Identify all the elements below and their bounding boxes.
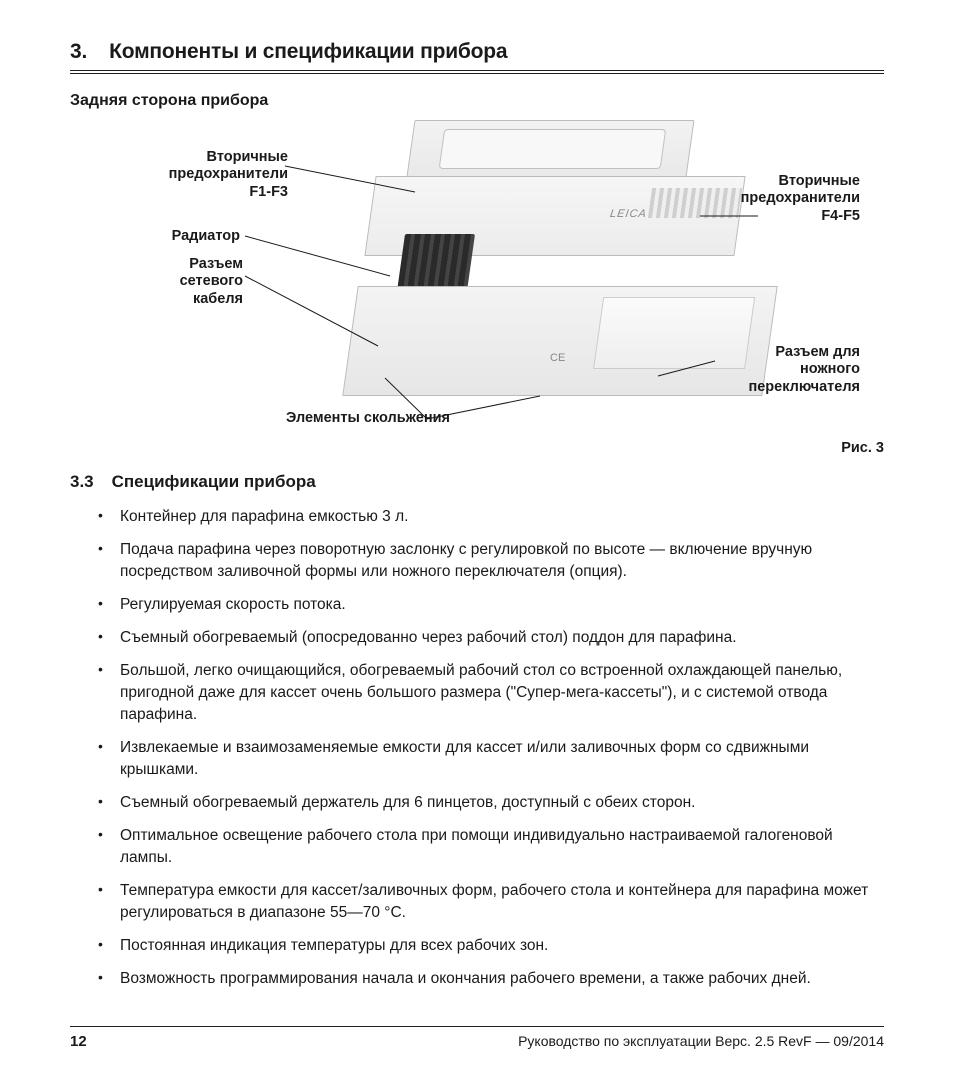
section-3-3-heading: 3.3 Спецификации прибора xyxy=(70,472,884,492)
callout-radiator: Радиатор xyxy=(165,228,240,245)
chapter-title: 3. Компоненты и спецификации прибора xyxy=(70,40,884,74)
callout-mains-socket: Разъем сетевого кабеля xyxy=(123,256,243,308)
spec-item: Съемный обогреваемый держатель для 6 пин… xyxy=(98,792,884,814)
spec-item: Регулируемая скорость потока. xyxy=(98,594,884,616)
spec-item: Контейнер для парафина емкостью 3 л. xyxy=(98,506,884,528)
instrument-diagram: LEICA CE xyxy=(350,116,770,426)
callout-fuses-f4f5: Вторичные предохранители F4-F5 xyxy=(740,173,860,225)
figure-3-area: LEICA CE Вторичные предохранители F1-F3 … xyxy=(70,116,884,436)
callout-glide-elements: Элементы скольжения xyxy=(286,410,450,427)
page-number: 12 xyxy=(70,1033,87,1050)
spec-item: Температура емкости для кассет/заливочны… xyxy=(98,880,884,924)
rear-side-heading: Задняя сторона прибора xyxy=(70,92,884,110)
spec-item: Съемный обогреваемый (опосредованно чере… xyxy=(98,627,884,649)
callout-fuses-f1f3: Вторичные предохранители F1-F3 xyxy=(108,149,288,201)
chapter-title-text: Компоненты и спецификации прибора xyxy=(109,40,507,63)
brand-label: LEICA xyxy=(609,208,647,220)
spec-item: Оптимальное освещение рабочего стола при… xyxy=(98,825,884,869)
footer-text: Руководство по эксплуатации Верс. 2.5 Re… xyxy=(518,1033,884,1050)
callout-footswitch-socket: Разъем для ножного переключателя xyxy=(715,344,860,396)
spec-item: Подача парафина через поворотную заслонк… xyxy=(98,539,884,583)
section-title: Спецификации прибора xyxy=(112,472,316,491)
page-footer: 12 Руководство по эксплуатации Верс. 2.5… xyxy=(70,1026,884,1050)
spec-item: Возможность программирования начала и ок… xyxy=(98,968,884,990)
chapter-number: 3. xyxy=(70,40,87,64)
ce-mark: CE xyxy=(550,352,565,364)
spec-item: Большой, легко очищающийся, обогреваемый… xyxy=(98,660,884,726)
section-number: 3.3 xyxy=(70,472,94,492)
spec-item: Постоянная индикация температуры для все… xyxy=(98,935,884,957)
spec-item: Извлекаемые и взаимозаменяемые емкости д… xyxy=(98,737,884,781)
figure-caption: Рис. 3 xyxy=(70,440,884,456)
specifications-list: Контейнер для парафина емкостью 3 л. Под… xyxy=(70,506,884,990)
